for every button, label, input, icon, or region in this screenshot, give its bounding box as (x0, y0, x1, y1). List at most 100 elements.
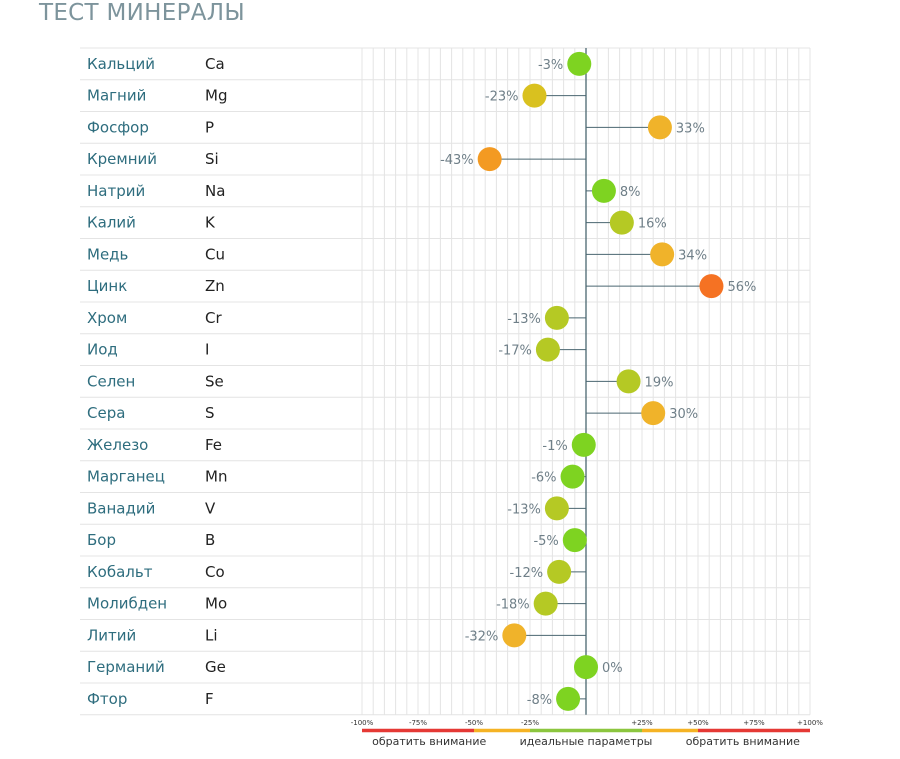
legend-label: обратить внимание (686, 735, 800, 748)
value-dot (571, 432, 596, 457)
value-dot (574, 655, 598, 680)
value-dot (533, 591, 558, 616)
value-label: 0% (602, 661, 623, 676)
value-label: 19% (645, 375, 674, 390)
mineral-symbol: K (205, 214, 216, 232)
mineral-name: Магний (87, 87, 146, 105)
value-label: 30% (669, 407, 698, 422)
mineral-symbol: V (205, 499, 216, 517)
mineral-name: Кальций (87, 55, 155, 73)
mineral-name: Ванадий (87, 499, 155, 517)
value-dot (616, 369, 641, 394)
value-dot (477, 147, 502, 172)
mineral-symbol: Ca (205, 55, 225, 73)
value-label: -23% (485, 90, 519, 105)
value-label: 33% (676, 121, 705, 136)
mineral-name: Марганец (87, 468, 165, 486)
mineral-name: Иод (87, 341, 118, 359)
mineral-name: Кремний (87, 150, 157, 168)
value-dot (560, 464, 585, 489)
value-dot (544, 496, 569, 521)
value-label: 34% (678, 248, 707, 263)
value-dot (562, 528, 587, 553)
page-title: ТЕСТ МИНЕРАЛЫ (39, 0, 245, 26)
mineral-symbol: Na (205, 182, 225, 200)
value-dot (502, 623, 527, 648)
tick-label: +25% (631, 719, 653, 727)
tick-label: -75% (409, 719, 427, 727)
value-label: -32% (465, 629, 499, 644)
value-dot (547, 559, 572, 584)
value-dot (609, 210, 634, 235)
value-label: -43% (440, 153, 474, 168)
mineral-name: Германий (87, 658, 165, 676)
legend-label: обратить внимание (372, 735, 486, 748)
value-dot (647, 115, 672, 140)
value-label: -6% (531, 471, 556, 486)
mineral-name: Кобальт (87, 563, 153, 581)
tick-label: -25% (521, 719, 539, 727)
mineral-name: Селен (87, 372, 135, 390)
mineral-symbol: Se (205, 372, 224, 390)
mineral-name: Бор (87, 531, 116, 549)
value-label: 16% (638, 217, 667, 232)
value-dot (522, 83, 547, 108)
value-label: -13% (507, 502, 541, 517)
legend-bar-segment (642, 728, 698, 733)
mineral-name: Литий (87, 626, 136, 644)
value-label: 8% (620, 185, 641, 200)
tick-label: +75% (743, 719, 765, 727)
value-dot (544, 305, 569, 330)
value-dot (650, 242, 675, 267)
mineral-symbol: Cu (205, 245, 225, 263)
value-label: -8% (527, 693, 552, 708)
value-label: -13% (507, 312, 541, 327)
legend-bar-segment (474, 728, 530, 733)
legend-label: идеальные параметры (520, 735, 653, 748)
value-label: 56% (727, 280, 756, 295)
mineral-name: Железо (87, 436, 148, 454)
value-dot (556, 686, 581, 711)
value-label: -12% (510, 566, 544, 581)
mineral-name: Цинк (87, 277, 127, 295)
value-dot (641, 401, 666, 426)
value-dot (699, 274, 724, 299)
mineral-name: Фтор (87, 690, 127, 708)
mineral-name: Калий (87, 214, 136, 232)
mineral-symbol: P (205, 118, 214, 136)
value-dot (567, 51, 592, 76)
mineral-name: Фосфор (87, 118, 149, 136)
mineral-symbol: B (205, 531, 215, 549)
value-label: -18% (496, 598, 530, 613)
mineral-symbol: Cr (205, 309, 222, 327)
mineral-symbol: Mg (205, 87, 227, 105)
mineral-symbol: Li (205, 626, 218, 644)
value-label: -3% (538, 58, 563, 73)
tick-label: -50% (465, 719, 483, 727)
mineral-name: Молибден (87, 595, 167, 613)
value-label: -5% (533, 534, 558, 549)
mineral-symbol: Zn (205, 277, 225, 295)
legend-bar-segment (698, 728, 810, 733)
tick-label: -100% (351, 719, 374, 727)
legend-bar-segment (530, 728, 642, 733)
mineral-symbol: Co (205, 563, 225, 581)
mineral-symbol: Ge (205, 658, 226, 676)
mineral-symbol: Fe (205, 436, 222, 454)
mineral-symbol: F (205, 690, 214, 708)
tick-label: +100% (797, 719, 823, 727)
value-dot (591, 178, 616, 203)
mineral-name: Медь (87, 245, 128, 263)
legend-bar-segment (362, 728, 474, 733)
tick-label: +50% (687, 719, 709, 727)
mineral-name: Хром (87, 309, 127, 327)
mineral-name: Сера (87, 404, 125, 422)
mineral-symbol: Si (205, 150, 219, 168)
mineral-symbol: S (205, 404, 215, 422)
value-label: -17% (498, 344, 532, 359)
mineral-symbol: Mo (205, 595, 227, 613)
value-dot (535, 337, 560, 362)
value-label: -1% (542, 439, 567, 454)
mineral-symbol: Mn (205, 468, 227, 486)
